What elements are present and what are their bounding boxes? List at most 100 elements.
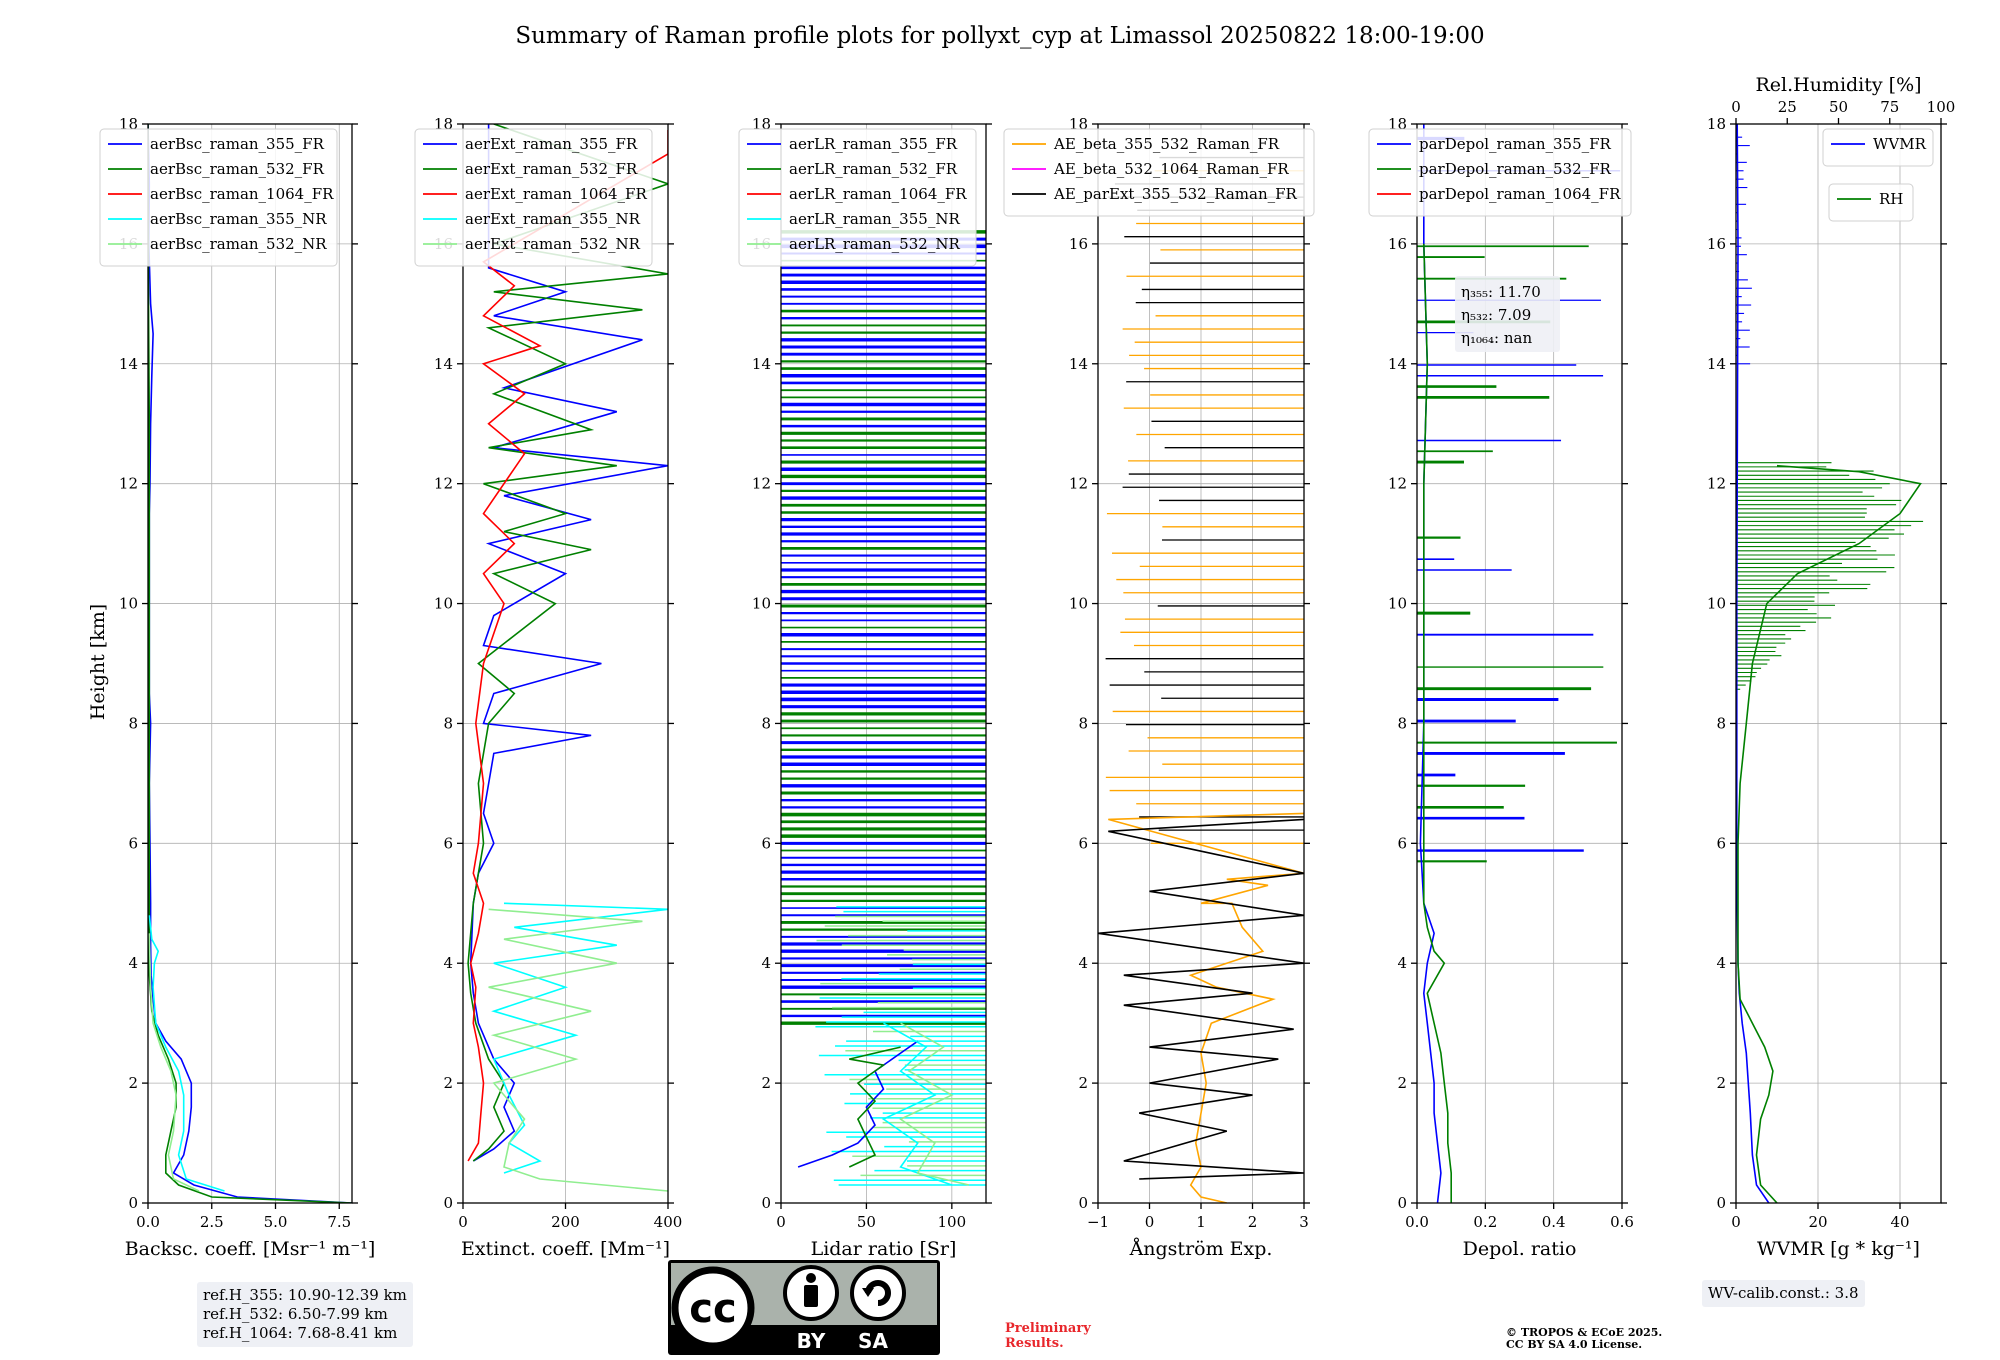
y-tick-label: 4 bbox=[1078, 954, 1088, 972]
y-tick-label: 8 bbox=[443, 714, 453, 732]
y-tick-label: 10 bbox=[1069, 595, 1088, 613]
x-tick-label: 7.5 bbox=[327, 1213, 351, 1231]
panel-ext: 0246810121416180200400Extinct. coeff. [M… bbox=[414, 115, 682, 1260]
legend-label: aerExt_raman_355_NR bbox=[465, 210, 641, 228]
x-tick-label: 200 bbox=[551, 1213, 580, 1231]
noise-layer bbox=[1417, 136, 1621, 863]
y-tick-label: 0 bbox=[1078, 1194, 1088, 1212]
series-group bbox=[797, 1022, 970, 1186]
x2-tick-label: 0 bbox=[1731, 98, 1741, 116]
series-aerExt_raman_532_NR bbox=[488, 908, 668, 1192]
y-tick-label: 14 bbox=[434, 355, 453, 373]
y-tick-label: 4 bbox=[443, 954, 453, 972]
x2-tick-label: 100 bbox=[1927, 98, 1956, 116]
x-tick-label: 3 bbox=[1299, 1213, 1309, 1231]
y-tick-label: 2 bbox=[1078, 1074, 1088, 1092]
legend-label: aerBsc_raman_1064_FR bbox=[150, 185, 334, 203]
x-tick-label: 0.4 bbox=[1542, 1213, 1566, 1231]
x-tick-label: 0 bbox=[1145, 1213, 1155, 1231]
legend: parDepol_raman_355_FR parDepol_raman_532_… bbox=[1368, 128, 1632, 217]
sa-label: SA bbox=[858, 1329, 888, 1353]
axes-frame bbox=[1416, 123, 1623, 1204]
y-tick-label: 12 bbox=[1388, 475, 1407, 493]
ref-height-1064: ref.H_1064: 7.68-8.41 km bbox=[203, 1324, 398, 1342]
x2-axis-label: Rel.Humidity [%] bbox=[1755, 74, 1921, 96]
axes-frame bbox=[1735, 123, 1942, 1204]
legend-box bbox=[99, 128, 338, 267]
y-tick-label: 8 bbox=[1716, 714, 1726, 732]
legend-label: parDepol_raman_355_FR bbox=[1419, 135, 1612, 153]
legend-label: parDepol_raman_532_FR bbox=[1419, 160, 1612, 178]
legend-label: aerBsc_raman_532_NR bbox=[150, 235, 327, 253]
x-tick-label: 2.5 bbox=[200, 1213, 224, 1231]
series-aerLR_raman_355_NR bbox=[881, 1022, 953, 1186]
x2-tick-label: 25 bbox=[1778, 98, 1797, 116]
y-tick-label: 2 bbox=[1716, 1074, 1726, 1092]
y-tick-label: 16 bbox=[1069, 235, 1088, 253]
legend-box bbox=[414, 128, 653, 267]
legend-label: aerExt_raman_1064_FR bbox=[465, 185, 647, 203]
x-tick-label: 0 bbox=[1731, 1213, 1741, 1231]
legend-label: aerLR_raman_532_NR bbox=[789, 235, 960, 253]
y-tick-label: 8 bbox=[761, 714, 771, 732]
copyright-line-2: CC BY SA 4.0 License. bbox=[1506, 1338, 1643, 1351]
legend-label: AE_beta_532_1064_Raman_FR bbox=[1053, 160, 1289, 178]
x2-tick-label: 75 bbox=[1880, 98, 1899, 116]
y-tick-label: 4 bbox=[1716, 954, 1726, 972]
sa-share-icon bbox=[850, 1265, 906, 1321]
ref-height-box: ref.H_355: 10.90-12.39 km ref.H_532: 6.5… bbox=[197, 1282, 413, 1347]
figure-title: Summary of Raman profile plots for polly… bbox=[515, 23, 1484, 49]
legend: aerLR_raman_355_FR aerLR_raman_532_FR aerL… bbox=[738, 128, 977, 267]
legend: aerExt_raman_355_FR aerExt_raman_532_FRae… bbox=[414, 128, 653, 267]
ref-height-355: ref.H_355: 10.90-12.39 km bbox=[203, 1286, 407, 1304]
y-tick-label: 6 bbox=[443, 834, 453, 852]
y-tick-label: 6 bbox=[1716, 834, 1726, 852]
legend-label: aerBsc_raman_355_NR bbox=[150, 210, 327, 228]
preliminary-results-note: Preliminary Results. bbox=[1005, 1321, 1091, 1351]
eta-line: η₅₃₂: 7.09 bbox=[1461, 306, 1531, 324]
x-tick-label: 0.0 bbox=[1405, 1213, 1429, 1231]
legend-box bbox=[1368, 128, 1632, 217]
x-tick-label: 0 bbox=[458, 1213, 468, 1231]
eta-line: η₃₅₅: 11.70 bbox=[1461, 283, 1541, 301]
y-tick-label: 2 bbox=[128, 1074, 138, 1092]
x-tick-label: 5.0 bbox=[264, 1213, 288, 1231]
eta-box: η₃₅₅: 11.70 η₅₃₂: 7.09 η₁₀₆₄: nan bbox=[1455, 276, 1560, 352]
series-aerExt_raman_1064_FR bbox=[467, 130, 668, 1162]
y-tick-label: 6 bbox=[1397, 834, 1407, 852]
series-aerExt_raman_355_FR bbox=[469, 124, 668, 1162]
y-tick-label: 4 bbox=[128, 954, 138, 972]
eta-box-bg bbox=[1455, 276, 1560, 352]
x-axis-label: Backsc. coeff. [Msr⁻¹ m⁻¹] bbox=[125, 1238, 376, 1260]
noise-layer bbox=[1105, 156, 1304, 844]
legend-label: aerLR_raman_1064_FR bbox=[789, 185, 967, 203]
y-tick-label: 0 bbox=[1397, 1194, 1407, 1212]
legend-label: aerExt_raman_355_FR bbox=[465, 135, 638, 153]
y-tick-label: 4 bbox=[1397, 954, 1407, 972]
y-tick-label: 16 bbox=[1707, 235, 1726, 253]
series-AE_parExt_355_532_Raman_FR bbox=[1098, 818, 1304, 1180]
series-group bbox=[1736, 124, 1922, 1203]
legend-label: aerLR_raman_532_FR bbox=[789, 160, 958, 178]
preliminary-line-2: Results. bbox=[1005, 1336, 1064, 1351]
y-tick-label: 14 bbox=[752, 355, 771, 373]
legend-label: aerExt_raman_532_NR bbox=[465, 235, 641, 253]
y-tick-label: 6 bbox=[1078, 834, 1088, 852]
eta-line: η₁₀₆₄: nan bbox=[1461, 329, 1532, 347]
copyright-note: © TROPOS & ECoE 2025. CC BY SA 4.0 Licen… bbox=[1506, 1327, 1662, 1351]
x-tick-label: 40 bbox=[1890, 1213, 1909, 1231]
legend-label: aerExt_raman_532_FR bbox=[465, 160, 638, 178]
y-tick-label: 10 bbox=[1388, 595, 1407, 613]
x-tick-label: −1 bbox=[1087, 1213, 1109, 1231]
y-tick-label: 2 bbox=[761, 1074, 771, 1092]
legend-label: aerLR_raman_355_FR bbox=[789, 135, 958, 153]
x-axis-label: Ångström Exp. bbox=[1129, 1238, 1273, 1260]
series-aerBsc_raman_532_FR bbox=[148, 124, 352, 1203]
y-tick-label: 4 bbox=[761, 954, 771, 972]
x-axis-label: Lidar ratio [Sr] bbox=[811, 1238, 957, 1260]
legend-label: AE_parExt_355_532_Raman_FR bbox=[1053, 185, 1298, 203]
y-tick-label: 14 bbox=[1388, 355, 1407, 373]
